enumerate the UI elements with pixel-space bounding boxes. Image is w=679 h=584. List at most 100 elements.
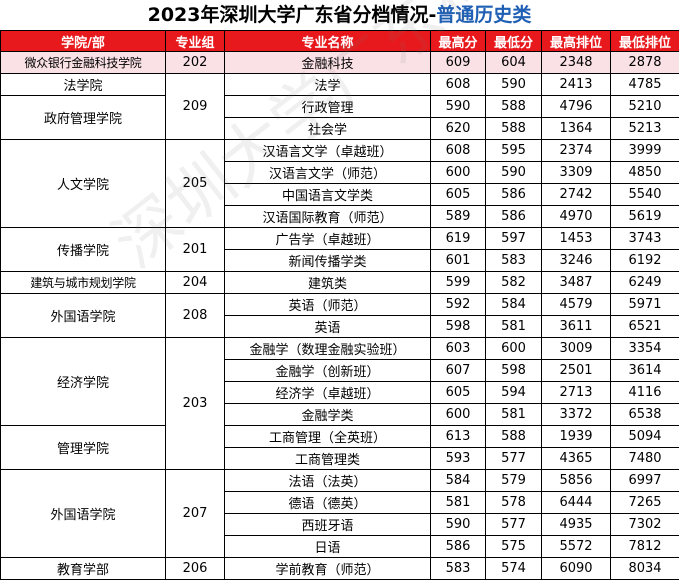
major-cell: 新闻传播学类	[224, 249, 431, 272]
min-rank-cell: 7480	[610, 447, 679, 470]
major-cell: 金融学（数理金融实验班）	[224, 337, 431, 360]
max-rank-cell: 3009	[541, 337, 611, 360]
min-rank-cell: 5540	[610, 183, 679, 206]
max-score-cell: 605	[430, 381, 486, 404]
college-cell: 人文学院	[0, 139, 166, 228]
max-rank-cell: 3246	[541, 249, 611, 272]
min-rank-cell: 3614	[610, 359, 679, 382]
max-rank-cell: 1453	[541, 227, 611, 250]
major-cell: 工商管理（全英班）	[224, 425, 431, 448]
max-rank-cell: 6090	[541, 557, 611, 580]
major-cell: 经济学（卓越班）	[224, 381, 431, 404]
major-cell: 中国语言文学类	[224, 183, 431, 206]
min-score-cell: 581	[485, 315, 542, 338]
max-rank-cell: 3372	[541, 403, 611, 426]
min-rank-cell: 4850	[610, 161, 679, 184]
college-cell: 管理学院	[0, 425, 166, 470]
max-score-cell: 608	[430, 73, 486, 96]
table-row: 汉语国际教育（师范） 589 586 4970 5619	[1, 205, 679, 228]
header-min-rank: 最低排位	[610, 30, 679, 52]
min-score-cell: 575	[485, 535, 542, 558]
max-rank-cell: 3611	[541, 315, 611, 338]
major-cell: 金融学类	[224, 403, 431, 426]
table-row: 外国语学院 208 英语（师范） 592 584 4579 5971	[0, 293, 679, 338]
table-row: 传播学院 201 广告学（卓越班） 619 597 1453 3743	[0, 227, 679, 272]
major-cell: 法语（法英）	[224, 469, 431, 492]
min-score-cell: 595	[485, 139, 542, 162]
major-cell: 金融科技	[224, 51, 431, 74]
max-rank-cell: 6444	[541, 491, 611, 514]
min-rank-cell: 5210	[610, 95, 679, 118]
table-row: 政府管理学院 行政管理 590 588 4796 5210	[0, 95, 679, 140]
college-cell: 微众银行金融科技学院	[0, 51, 166, 74]
major-cell: 金融学（创新班）	[224, 359, 431, 382]
max-score-cell: 583	[430, 557, 486, 580]
max-score-cell: 619	[430, 227, 486, 250]
table-row: 西班牙语 590 577 4935 7302	[1, 513, 679, 536]
min-score-cell: 574	[485, 557, 542, 580]
table-row: 汉语言文学（师范） 600 590 3309 4850	[1, 161, 679, 184]
table-row: 工商管理类 593 577 4365 7480	[1, 447, 679, 470]
max-score-cell: 581	[430, 491, 486, 514]
group-cell: 208	[165, 293, 225, 338]
major-cell: 汉语言文学（师范）	[224, 161, 431, 184]
min-rank-cell: 6538	[610, 403, 679, 426]
group-cell: 202	[165, 51, 225, 74]
max-rank-cell: 5856	[541, 469, 611, 492]
min-score-cell: 598	[485, 359, 542, 382]
min-rank-cell: 3999	[610, 139, 679, 162]
max-rank-cell: 3309	[541, 161, 611, 184]
max-rank-cell: 2413	[541, 73, 611, 96]
header-max-rank: 最高排位	[541, 30, 611, 52]
major-cell: 社会学	[224, 117, 431, 140]
header-group: 专业组	[165, 30, 225, 52]
table-row: 建筑与城市规划学院 204 建筑类 599 582 3487 6249	[0, 271, 679, 294]
min-score-cell: 583	[485, 249, 542, 272]
major-cell: 西班牙语	[224, 513, 431, 536]
max-score-cell: 608	[430, 139, 486, 162]
max-score-cell: 620	[430, 117, 486, 140]
min-rank-cell: 2878	[610, 51, 679, 74]
max-score-cell: 603	[430, 337, 486, 360]
max-score-cell: 601	[430, 249, 486, 272]
max-rank-cell: 3487	[541, 271, 611, 294]
min-rank-cell: 6997	[610, 469, 679, 492]
max-score-cell: 613	[430, 425, 486, 448]
max-score-cell: 599	[430, 271, 486, 294]
header-max-score: 最高分	[430, 30, 486, 52]
table-row: 外国语学院 207 法语（法英） 584 579 5856 6997	[0, 469, 679, 558]
min-score-cell: 584	[485, 293, 542, 316]
header-major: 专业名称	[224, 30, 431, 52]
header-min-score: 最低分	[485, 30, 542, 52]
header-college: 学院/部	[0, 30, 166, 52]
college-cell: 教育学部	[0, 557, 166, 580]
major-cell: 英语	[224, 315, 431, 338]
max-score-cell: 600	[430, 403, 486, 426]
group-cell: 207	[165, 469, 225, 558]
min-score-cell: 578	[485, 491, 542, 514]
min-score-cell: 594	[485, 381, 542, 404]
max-score-cell: 598	[430, 315, 486, 338]
table-row: 教育学部 206 学前教育（师范） 583 574 6090 8034	[0, 557, 679, 580]
title-main: 2023年深圳大学广东省分档情况-	[147, 4, 437, 26]
max-rank-cell: 4365	[541, 447, 611, 470]
min-score-cell: 590	[485, 161, 542, 184]
major-cell: 德语（德英）	[224, 491, 431, 514]
min-score-cell: 590	[485, 73, 542, 96]
min-score-cell: 604	[485, 51, 542, 74]
major-cell: 汉语国际教育（师范）	[224, 205, 431, 228]
max-rank-cell: 4970	[541, 205, 611, 228]
title-highlight: 普通历史类	[436, 4, 532, 26]
college-cell: 外国语学院	[0, 293, 166, 338]
max-rank-cell: 4579	[541, 293, 611, 316]
max-rank-cell: 2742	[541, 183, 611, 206]
major-cell: 学前教育（师范）	[224, 557, 431, 580]
min-rank-cell: 7302	[610, 513, 679, 536]
min-rank-cell: 6521	[610, 315, 679, 338]
table-row: 管理学院 工商管理（全英班） 613 588 1939 5094	[0, 425, 679, 470]
college-cell: 政府管理学院	[0, 95, 166, 140]
max-score-cell: 593	[430, 447, 486, 470]
min-score-cell: 586	[485, 205, 542, 228]
max-rank-cell: 1364	[541, 117, 611, 140]
header-row: 学院/部 专业组 专业名称 最高分 最低分 最高排位 最低排位	[0, 30, 679, 52]
